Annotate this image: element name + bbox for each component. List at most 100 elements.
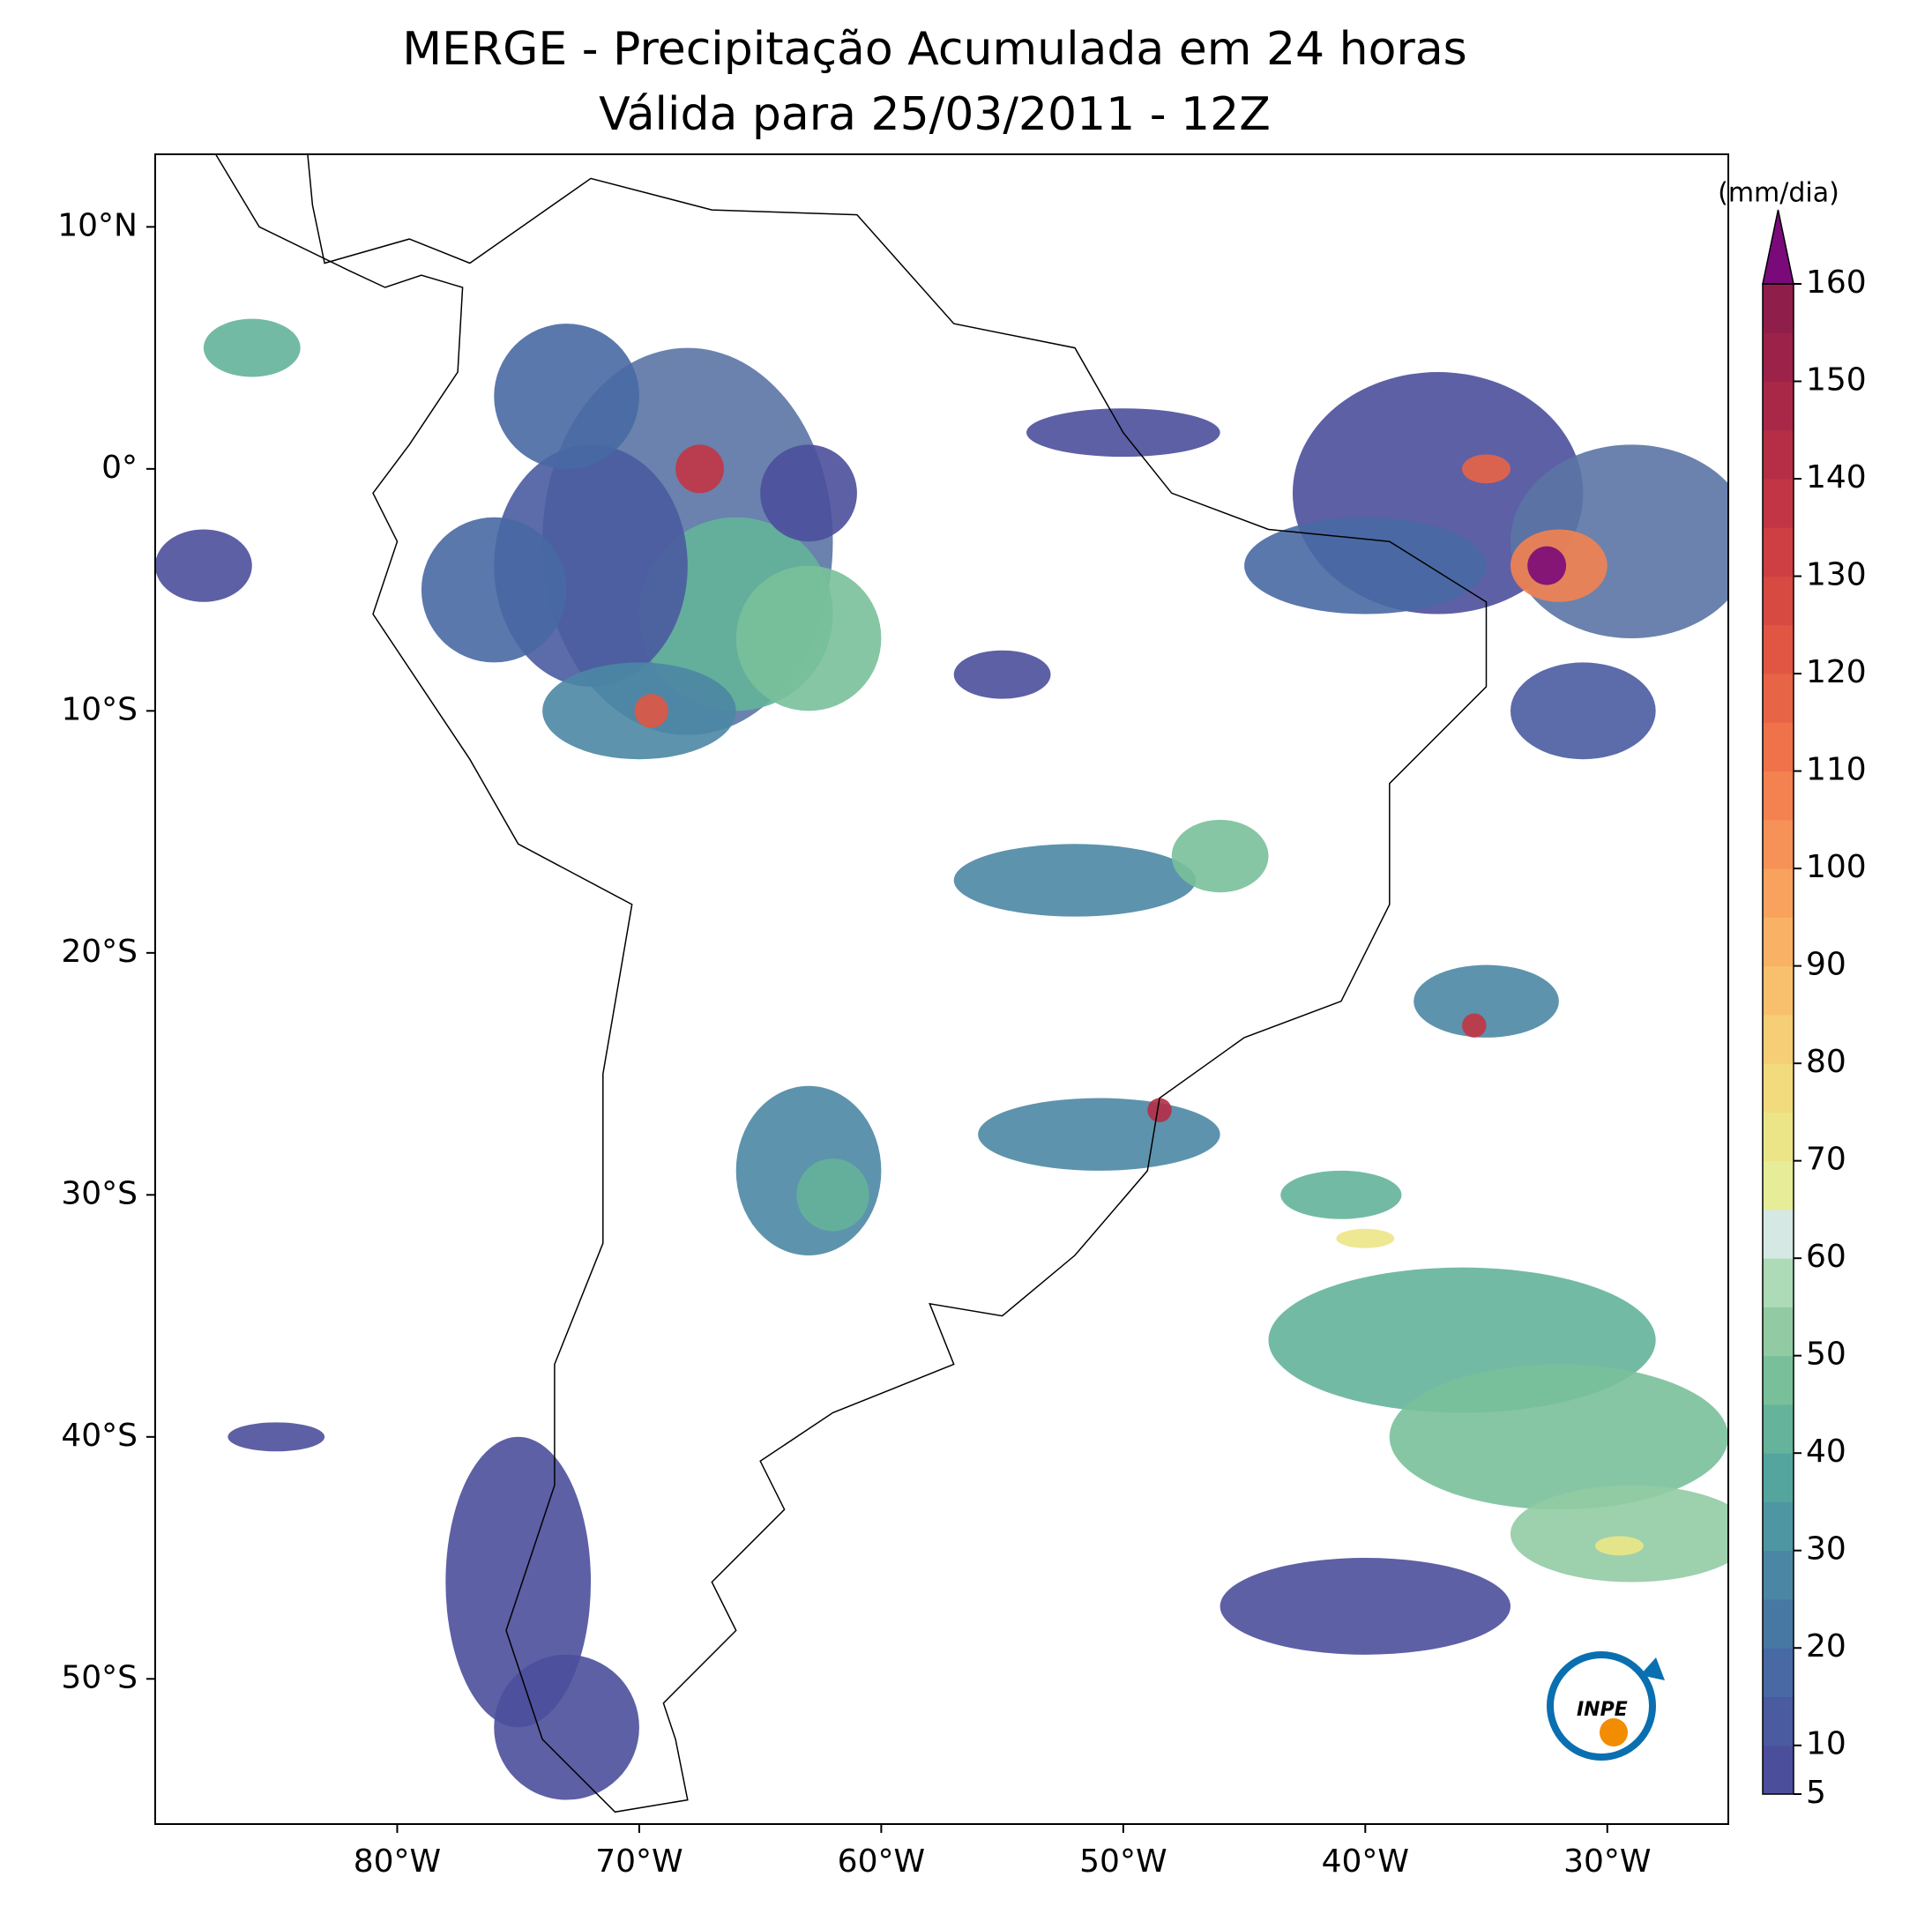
precip-area: [1389, 1364, 1728, 1510]
colorbar-band: [1763, 479, 1794, 528]
colorbar-tick-label: 30: [1806, 1531, 1846, 1568]
colorbar-tick-label: 90: [1806, 947, 1846, 983]
precip-area: [1220, 1558, 1511, 1655]
precip-area: [445, 1436, 592, 1728]
colorbar-band: [1763, 1258, 1794, 1307]
colorbar-band: [1763, 1745, 1794, 1795]
colorbar-band: [1763, 429, 1794, 480]
precip-area: [953, 650, 1051, 699]
precip-area: [978, 1098, 1220, 1171]
colorbar-band: [1763, 1209, 1794, 1259]
x-tick-label: 70°W: [595, 1843, 683, 1880]
precip-area: [1595, 1536, 1644, 1556]
colorbar-tick-label: 50: [1806, 1337, 1846, 1373]
colorbar-tick-label: 70: [1806, 1142, 1846, 1178]
colorbar-band: [1763, 1648, 1794, 1697]
precip-area: [1280, 1170, 1402, 1219]
precip-area: [1462, 454, 1511, 484]
precip-area: [1244, 517, 1487, 614]
precip-area: [1527, 546, 1567, 585]
title: MERGE - Precipitação Acumulada em 24 hor…: [402, 23, 1467, 76]
logo-ring: [1547, 1651, 1656, 1761]
precip-area: [155, 529, 252, 602]
colorbar-frame: [1762, 283, 1794, 1795]
precip-area: [421, 517, 567, 663]
colorbar-tick-label: 5: [1806, 1775, 1826, 1811]
colorbar-band: [1763, 819, 1794, 869]
x-tick-label: 80°W: [354, 1843, 441, 1880]
precip-area: [1171, 819, 1269, 893]
precip-area: [1462, 1013, 1487, 1038]
precip-area: [1414, 964, 1559, 1038]
colorbar-tick-label: 10: [1806, 1726, 1846, 1762]
colorbar-band: [1763, 1550, 1794, 1600]
colorbar-band: [1763, 527, 1794, 577]
precip-area: [953, 844, 1197, 917]
colorbar-tick-label: 110: [1806, 752, 1867, 788]
colorbar-band: [1763, 1112, 1794, 1162]
colorbar-band: [1763, 1014, 1794, 1064]
colorbar-band: [1763, 332, 1794, 383]
precip-area: [634, 694, 668, 728]
colorbar-band: [1763, 284, 1794, 333]
precip-area: [796, 1158, 869, 1232]
colorbar-band: [1763, 1355, 1794, 1405]
precip-area: [735, 565, 882, 711]
colorbar-band: [1763, 965, 1794, 1016]
colorbar-tick-label: 60: [1806, 1239, 1846, 1275]
colorbar-band: [1763, 576, 1794, 626]
precip-area: [675, 444, 724, 494]
precip-area: [228, 1422, 325, 1452]
y-tick-label: 40°S: [61, 1418, 138, 1454]
x-tick-label: 40°W: [1322, 1843, 1409, 1880]
logo-text: INPE: [1577, 1699, 1628, 1721]
y-tick-label: 50°S: [61, 1659, 138, 1695]
colorbar-band: [1763, 674, 1794, 723]
colorbar-band: [1763, 624, 1794, 674]
subtitle: Válida para 25/03/2011 - 12Z: [599, 88, 1271, 141]
x-tick-label: 50°W: [1079, 1843, 1167, 1880]
colorbar-band: [1763, 868, 1794, 918]
colorbar-tick-label: 150: [1806, 362, 1867, 398]
x-tick-label: 30°W: [1563, 1843, 1651, 1880]
colorbar-band: [1763, 1501, 1794, 1552]
colorbar-unit: (mm/dia): [1718, 178, 1839, 209]
precip-area: [203, 318, 301, 377]
colorbar-band: [1763, 771, 1794, 821]
x-tick-label: 60°W: [838, 1843, 925, 1880]
y-tick-label: 10°S: [61, 691, 138, 727]
precip-area: [1147, 1098, 1172, 1122]
precip-area: [1510, 662, 1656, 760]
precip-area: [1336, 1228, 1395, 1248]
colorbar-tick-label: 120: [1806, 654, 1867, 690]
colorbar-band: [1763, 722, 1794, 772]
colorbar-band: [1763, 1063, 1794, 1113]
colorbar-tick-label: 40: [1806, 1434, 1846, 1470]
coastline: [214, 154, 1488, 1813]
colorbar-tick-label: 140: [1806, 459, 1867, 495]
y-tick-label: 30°S: [61, 1175, 138, 1211]
colorbar-band: [1763, 1453, 1794, 1502]
precip-area: [1511, 1485, 1728, 1583]
colorbar-tick-label: 130: [1806, 557, 1867, 593]
logo: INPE: [1547, 1651, 1665, 1761]
precip-area: [494, 1654, 639, 1800]
colorbar-band: [1763, 1160, 1794, 1210]
y-tick-label: 0°: [101, 450, 138, 486]
colorbar-band: [1763, 1404, 1794, 1454]
map-frame: [154, 153, 1729, 1825]
colorbar-band: [1763, 1598, 1794, 1649]
colorbar-tick-label: 160: [1806, 264, 1867, 301]
colorbar-band: [1763, 381, 1794, 431]
colorbar-tick-label: 100: [1806, 849, 1867, 885]
colorbar-tick-label: 20: [1806, 1628, 1846, 1665]
colorbar-band: [1763, 1696, 1794, 1746]
logo-dot: [1600, 1718, 1628, 1746]
precip-area: [494, 324, 639, 469]
precip-area: [760, 444, 857, 542]
map-layer: [155, 154, 1728, 1813]
y-tick-label: 20°S: [61, 934, 138, 970]
y-tick-label: 10°N: [57, 207, 138, 243]
colorbar-tick-label: 80: [1806, 1044, 1846, 1080]
